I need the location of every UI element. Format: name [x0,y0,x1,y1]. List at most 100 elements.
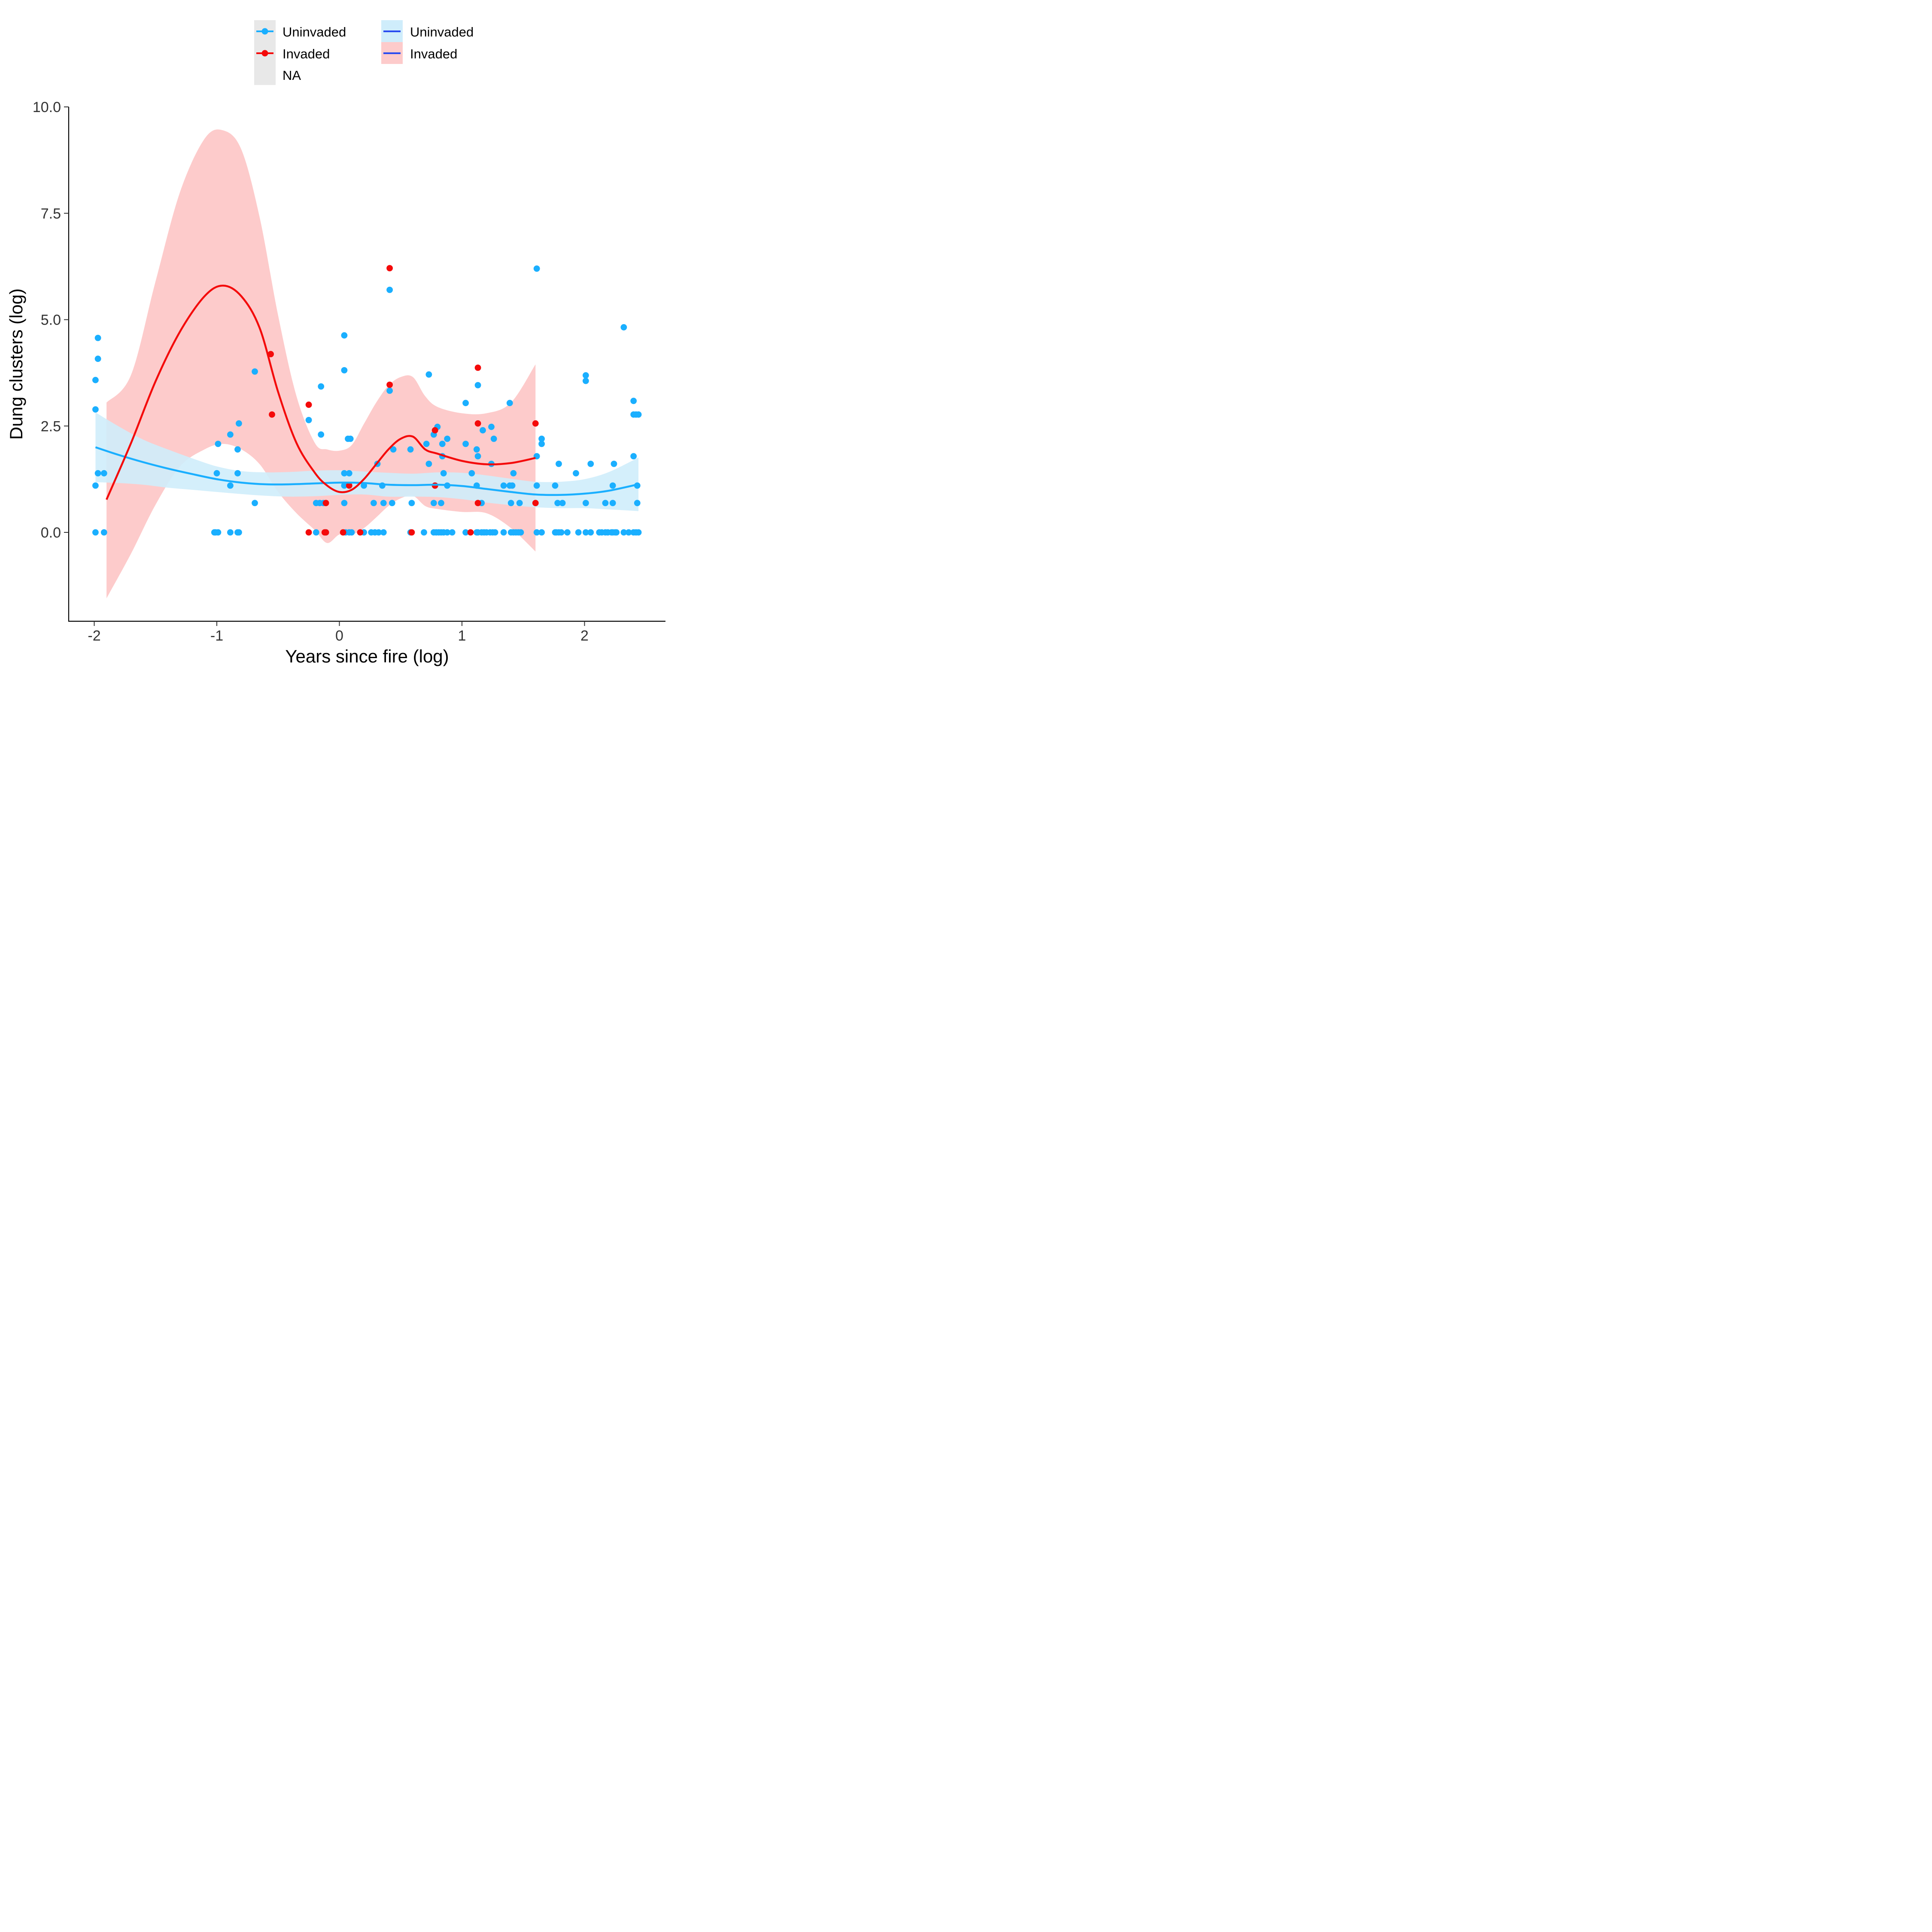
data-point-uninvaded [635,411,642,418]
data-point-uninvaded [425,371,432,378]
data-point-uninvaded [389,500,395,506]
data-point-uninvaded [408,500,415,506]
legend: Uninvaded Invaded NA Uninvaded Invaded [254,20,474,85]
data-point-uninvaded [227,529,234,536]
data-point-invaded [474,500,481,506]
y-tick-label: 7.5 [41,206,61,222]
data-point-uninvaded [386,286,393,293]
data-point-uninvaded [92,406,99,413]
data-point-uninvaded [516,500,523,506]
data-point-uninvaded [609,482,616,489]
data-point-uninvaded [630,453,637,459]
data-point-uninvaded [506,400,513,407]
data-point-uninvaded [346,470,352,477]
data-point-uninvaded [474,382,481,389]
data-point-uninvaded [430,500,437,506]
data-point-invaded [346,482,352,489]
data-point-uninvaded [227,431,234,438]
data-point-uninvaded [559,500,566,506]
data-point-uninvaded [587,461,594,467]
data-point-uninvaded [634,500,641,506]
data-point-uninvaded [609,500,616,506]
data-point-uninvaded [94,470,101,477]
x-tick-label: 2 [580,628,589,644]
x-tick-label: 0 [335,628,343,644]
data-point-uninvaded [538,529,545,536]
data-point-uninvaded [421,529,427,536]
data-point-uninvaded [500,482,507,489]
data-point-uninvaded [583,377,589,384]
plot-area [92,129,642,598]
data-point-invaded [408,529,415,536]
data-point-uninvaded [438,500,444,506]
data-point-uninvaded [462,529,469,536]
data-point-uninvaded [236,529,242,536]
data-point-uninvaded [252,500,258,506]
data-point-uninvaded [583,529,589,536]
data-point-invaded [340,529,346,536]
legend-label-uninvaded-points: Uninvaded [283,24,346,39]
data-point-uninvaded [462,400,469,407]
legend-label-uninvaded-smooth: Uninvaded [410,24,474,39]
data-point-invaded [305,401,312,408]
data-point-uninvaded [234,470,241,477]
data-point-uninvaded [94,355,101,362]
data-point-uninvaded [517,529,524,536]
data-point-invaded [357,529,364,536]
data-point-uninvaded [558,529,565,536]
data-point-uninvaded [92,529,99,536]
data-point-uninvaded [407,446,414,453]
data-point-uninvaded [236,420,242,427]
data-point-uninvaded [440,470,447,477]
data-point-uninvaded [341,367,348,374]
data-point-uninvaded [341,500,348,506]
x-tick-label: 1 [458,628,466,644]
data-point-invaded [474,365,481,371]
data-point-uninvaded [390,446,397,453]
axis-ticks: -2 -1 0 1 2 0.0 2.5 5.0 7.5 10.0 [33,99,589,644]
x-tick-label: -2 [88,628,100,644]
data-point-uninvaded [371,500,377,506]
y-tick-label: 5.0 [41,312,61,328]
data-point-uninvaded [213,470,220,477]
data-point-uninvaded [538,435,545,442]
data-point-uninvaded [613,529,620,536]
data-point-uninvaded [313,529,319,536]
data-point-uninvaded [630,398,637,404]
x-tick-label: -1 [210,628,223,644]
data-point-invaded [431,427,438,434]
data-point-uninvaded [341,482,348,489]
data-point-uninvaded [423,440,430,447]
smooth-line-invaded [106,284,536,500]
data-point-uninvaded [234,446,241,453]
data-point-uninvaded [490,435,497,442]
data-point-uninvaded [341,332,348,339]
data-point-uninvaded [347,435,354,442]
data-point-uninvaded [492,529,498,536]
data-point-uninvaded [474,453,481,459]
data-point-uninvaded [375,529,382,536]
data-point-uninvaded [620,324,627,331]
data-point-uninvaded [625,529,632,536]
data-point-uninvaded [449,529,456,536]
data-point-uninvaded [635,529,642,536]
data-point-uninvaded [575,529,582,536]
data-point-invaded [467,529,474,536]
scatter-chart: Uninvaded Invaded NA Uninvaded Invaded -… [6,20,665,666]
legend-label-invaded-points: Invaded [283,46,330,61]
data-point-invaded [322,529,329,536]
data-point-invaded [532,500,539,506]
data-point-uninvaded [305,417,312,423]
data-point-uninvaded [386,387,393,394]
data-point-invaded [386,381,393,388]
data-point-uninvaded [587,529,594,536]
x-axis-title: Years since fire (log) [285,646,449,666]
legend-key-point-uninvaded [261,28,268,35]
data-point-uninvaded [573,470,579,477]
data-point-uninvaded [318,383,325,390]
data-point-uninvaded [583,500,589,506]
data-point-uninvaded [348,529,355,536]
data-point-uninvaded [100,470,107,477]
data-point-invaded [322,500,329,506]
y-tick-label: 0.0 [41,525,61,541]
